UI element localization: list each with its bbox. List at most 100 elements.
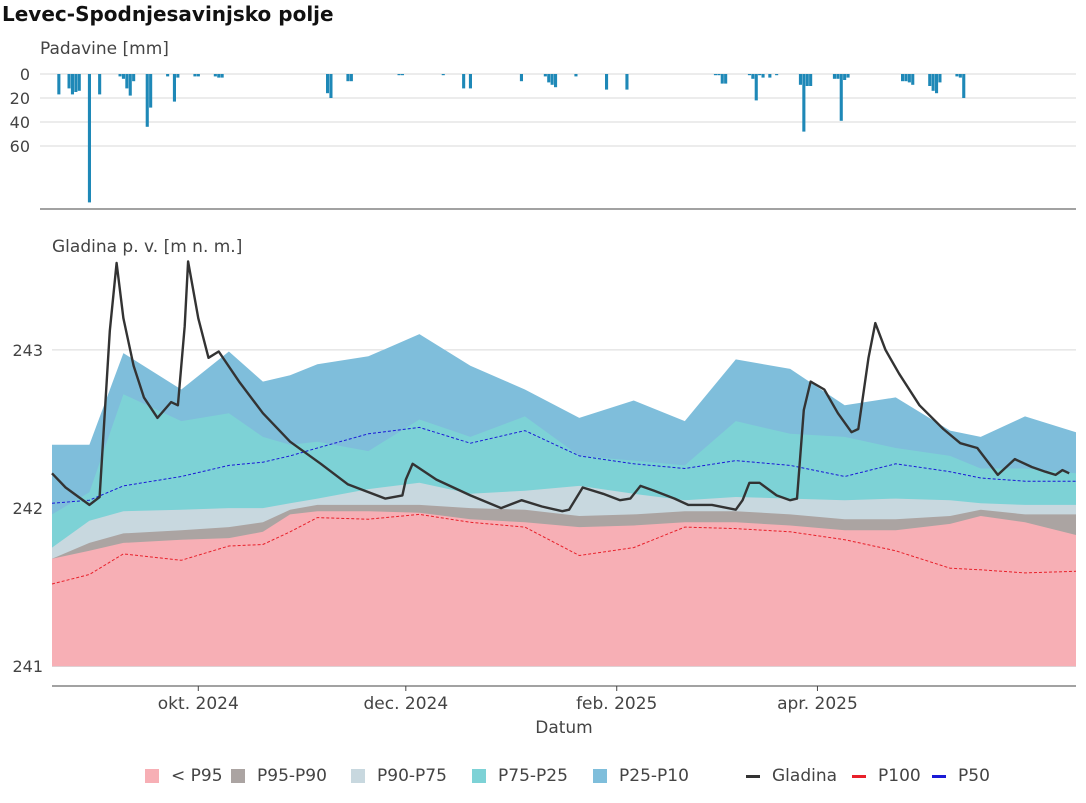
- precip-bar: [846, 74, 850, 78]
- precip-bar: [519, 74, 523, 82]
- x-axis-title: Datum: [535, 718, 593, 738]
- precip-bar: [166, 74, 170, 77]
- legend-line-swatch: [746, 774, 760, 778]
- precip-bar: [132, 74, 136, 82]
- precip-bar: [400, 74, 404, 76]
- legend-swatch: [145, 769, 159, 783]
- legend-swatch: [231, 769, 245, 783]
- precip-bar: [554, 74, 558, 88]
- precip-bar: [547, 74, 551, 83]
- legend-swatch: [351, 769, 365, 783]
- precip-bar: [720, 74, 724, 84]
- legend-item[interactable]: P50: [932, 762, 990, 790]
- legend-item[interactable]: Gladina: [746, 762, 837, 790]
- legend-label: P90-P75: [377, 766, 447, 786]
- precip-bar: [843, 74, 847, 80]
- precip-bar: [441, 74, 445, 76]
- precip-bar: [74, 74, 78, 92]
- legend-item[interactable]: < P95: [145, 762, 223, 790]
- precip-bar: [625, 74, 629, 90]
- precip-bar: [550, 74, 554, 85]
- legend-label: P75-P25: [498, 766, 568, 786]
- precip-bar: [574, 74, 578, 77]
- level-y-tick-label: 243: [12, 341, 43, 360]
- legend-label: P25-P10: [619, 766, 689, 786]
- precipitation-panel: 0 20 40 60 Padavine [mm]: [10, 39, 1076, 210]
- precip-bar: [901, 74, 905, 82]
- precip-bar: [213, 74, 217, 77]
- precip-bar: [176, 74, 180, 78]
- legend-line-swatch: [932, 774, 946, 778]
- series-line-gladina: [51, 260, 1070, 513]
- legend-item[interactable]: P95-P90: [231, 762, 327, 790]
- precip-bar: [761, 74, 765, 78]
- precip-bar: [196, 74, 200, 77]
- precip-y-tick-label: 20: [10, 89, 30, 108]
- chart-canvas: 0 20 40 60 Padavine [mm] Gladina p. v. [m n.…: [10, 39, 1077, 738]
- precip-bar: [98, 74, 102, 95]
- precip-bar: [717, 74, 721, 76]
- legend: < P95 P95-P90 P90-P75 P75-P25 P25-P10 Gladina…: [0, 762, 1086, 790]
- precip-bar: [904, 74, 908, 82]
- precip-bar: [938, 74, 942, 83]
- precip-bar: [220, 74, 224, 78]
- precip-bar: [809, 74, 813, 86]
- precip-bar: [349, 74, 353, 82]
- precip-bar: [67, 74, 71, 89]
- series-line-p50: [51, 426, 1076, 504]
- chart-title: Levec-Spodnjesavinjsko polje: [2, 2, 334, 26]
- precip-bar: [907, 74, 911, 83]
- precip-bar: [543, 74, 547, 77]
- legend-label: P100: [878, 766, 921, 786]
- legend-label: < P95: [171, 766, 223, 786]
- series-line-p100: [51, 513, 1077, 585]
- precip-axis-label: Padavine [mm]: [40, 39, 169, 59]
- precip-bar: [462, 74, 466, 89]
- precip-bar: [326, 74, 330, 94]
- precip-bar: [346, 74, 350, 82]
- precip-bar: [935, 74, 939, 94]
- legend-item[interactable]: P100: [852, 762, 921, 790]
- precip-bar: [955, 74, 959, 77]
- legend-label: P95-P90: [257, 766, 327, 786]
- groundwater-level-panel: Gladina p. v. [m n. m.] 241 242 243 okt. 202…: [12, 237, 1077, 738]
- precip-bar: [128, 74, 132, 96]
- precip-bar: [149, 74, 153, 108]
- x-tick-label: apr. 2025: [777, 694, 858, 714]
- precip-bar: [802, 74, 806, 132]
- precip-bar: [70, 74, 74, 95]
- precip-bar: [798, 74, 802, 85]
- level-y-tick-label: 242: [12, 499, 43, 518]
- legend-label: P50: [958, 766, 990, 786]
- precip-y-tick-label: 40: [10, 113, 30, 132]
- legend-label: Gladina: [772, 766, 838, 786]
- legend-item[interactable]: P25-P10: [593, 762, 689, 790]
- x-tick-label: okt. 2024: [158, 694, 239, 714]
- precip-bar: [911, 74, 915, 85]
- precip-bar: [713, 74, 717, 76]
- precip-bar: [172, 74, 176, 102]
- legend-item[interactable]: P75-P25: [472, 762, 568, 790]
- precip-bar: [751, 74, 755, 79]
- band-p95: [52, 511, 1076, 667]
- precip-bar: [329, 74, 333, 98]
- precip-bar: [87, 74, 91, 203]
- precip-bar: [832, 74, 836, 79]
- precip-bar: [962, 74, 966, 98]
- precip-bar: [468, 74, 472, 89]
- legend-swatch: [472, 769, 486, 783]
- x-tick-label: feb. 2025: [576, 694, 657, 714]
- legend-swatch: [593, 769, 607, 783]
- precip-bar: [605, 74, 609, 90]
- precip-bar: [57, 74, 61, 95]
- precip-y-tick-label: 0: [20, 65, 30, 84]
- level-y-tick-label: 241: [12, 657, 43, 676]
- precip-bar: [118, 74, 122, 77]
- precip-bar: [805, 74, 809, 86]
- precip-bar: [121, 74, 125, 79]
- precip-bar: [928, 74, 932, 86]
- precip-bar: [217, 74, 221, 78]
- legend-item[interactable]: P90-P75: [351, 762, 447, 790]
- precip-bar: [397, 74, 401, 76]
- precip-bar: [145, 74, 149, 127]
